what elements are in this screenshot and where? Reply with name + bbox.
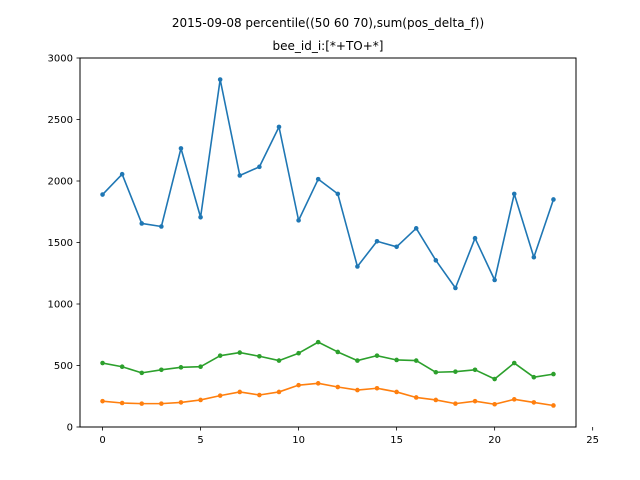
series-3-point xyxy=(217,353,223,358)
series-2-point xyxy=(355,387,360,393)
series-2-point xyxy=(257,392,262,398)
y-tick-label: 2500 xyxy=(48,115,73,126)
series-3-point xyxy=(413,358,419,363)
series-1-point xyxy=(492,277,497,283)
series-2-point xyxy=(237,389,243,395)
series-3-point xyxy=(315,339,321,345)
series-2-point xyxy=(100,398,105,404)
series-1-point xyxy=(355,264,360,269)
series-2-point xyxy=(472,398,478,404)
series-2-point xyxy=(315,381,321,386)
series-3-point xyxy=(335,349,341,355)
series-1-point xyxy=(413,226,419,231)
x-tick-label: 15 xyxy=(390,435,403,446)
y-tick-label: 3000 xyxy=(48,54,73,65)
series-3-point xyxy=(276,358,282,363)
series-1-point xyxy=(453,285,458,291)
series-2-point xyxy=(119,400,125,406)
y-tick-label: 2000 xyxy=(48,177,73,188)
series-2-point xyxy=(492,401,497,407)
series-1-point xyxy=(217,77,223,82)
series-3-point xyxy=(139,370,145,376)
series-1-point xyxy=(257,164,262,170)
series-3-point xyxy=(511,360,517,366)
series-1-point xyxy=(511,191,517,197)
series-1-point xyxy=(394,244,399,250)
series-2-point xyxy=(178,400,184,405)
x-tick-label: 0 xyxy=(99,435,105,446)
y-tick-label: 1000 xyxy=(48,300,73,311)
series-1-point xyxy=(178,146,184,151)
series-3-point xyxy=(453,369,458,374)
series-2-point xyxy=(296,382,301,388)
y-tick-label: 0 xyxy=(67,423,73,434)
series-2-point xyxy=(551,403,556,408)
series-3-point xyxy=(100,360,105,366)
series-3-point xyxy=(119,364,125,370)
series-3-point xyxy=(433,369,439,375)
series-1-point xyxy=(433,258,439,263)
x-tick-label: 5 xyxy=(197,435,203,446)
series-1-point xyxy=(159,224,164,229)
series-3-point xyxy=(531,374,537,380)
series-2-point xyxy=(453,401,458,406)
series-1-point xyxy=(119,171,125,177)
axes-frame xyxy=(79,57,577,428)
series-2-point xyxy=(276,389,282,395)
series-2-point xyxy=(374,385,380,391)
series-1-point xyxy=(374,238,380,244)
y-tick-label: 500 xyxy=(54,361,73,372)
series-2-point xyxy=(217,393,223,398)
series-1-line xyxy=(101,78,555,289)
series-2-point xyxy=(413,395,419,400)
series-3-point xyxy=(198,364,203,370)
series-1-point xyxy=(100,192,105,197)
series-3-point xyxy=(159,367,164,373)
y-tick-label: 1500 xyxy=(48,238,73,249)
series-1-point xyxy=(276,124,282,130)
series-2-point xyxy=(433,397,439,403)
series-3-point xyxy=(296,350,301,356)
series-2-point xyxy=(335,384,341,390)
series-1-point xyxy=(237,173,243,178)
series-3-point xyxy=(355,358,360,363)
series-3-point xyxy=(472,367,478,373)
series-1-point xyxy=(551,197,556,202)
series-1-point xyxy=(335,191,341,197)
series-1-point xyxy=(139,221,145,226)
chart-title-line-1: 2015-09-08 percentile((50 60 70),sum(pos… xyxy=(172,16,484,30)
x-tick-label: 10 xyxy=(292,435,305,446)
series-3-point xyxy=(178,365,184,370)
x-tick-label: 25 xyxy=(586,435,599,446)
x-tick-label: 20 xyxy=(488,435,501,446)
series-3-point xyxy=(237,350,243,355)
series-1-point xyxy=(315,176,321,182)
series-1-point xyxy=(531,254,537,260)
series-3-point xyxy=(257,353,262,359)
series-1-point xyxy=(472,235,478,241)
series-1-point xyxy=(296,218,301,223)
series-2-point xyxy=(198,397,203,403)
series-2-point xyxy=(159,401,164,406)
series-2-point xyxy=(531,400,537,405)
plot-area: 0 5 10 15 20 25 0 500 1000 1500 2000 2500 3000 xyxy=(48,54,599,447)
series-3-point xyxy=(492,376,497,382)
series-2-point xyxy=(394,389,399,395)
series-1-point xyxy=(198,214,203,220)
series-2-point xyxy=(511,397,517,402)
series-3-point xyxy=(551,371,556,377)
series-3-point xyxy=(394,357,399,363)
chart-title-line-2: bee_id_i:[*+TO+*] xyxy=(273,39,384,53)
series-2-point xyxy=(139,401,145,406)
series-2-line xyxy=(102,382,554,407)
series-3-line xyxy=(102,341,554,380)
series-3-point xyxy=(374,353,380,358)
